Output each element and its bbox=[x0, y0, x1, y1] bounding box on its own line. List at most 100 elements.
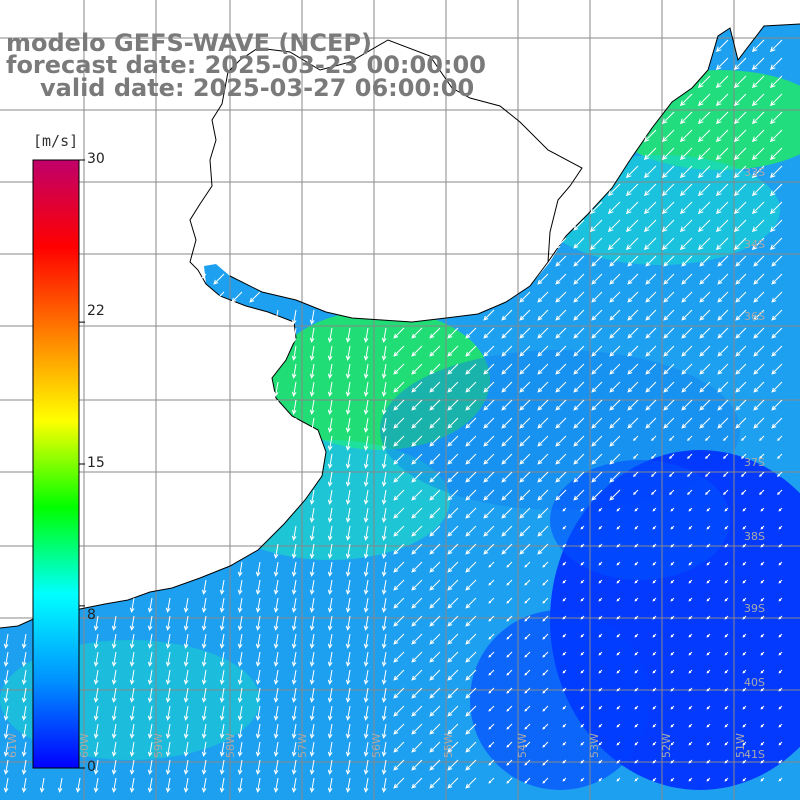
wind-arrow bbox=[625, 237, 639, 251]
wind-arrow bbox=[717, 345, 729, 357]
wind-arrow bbox=[488, 705, 495, 712]
wind-arrow bbox=[573, 219, 585, 231]
wind-arrow bbox=[688, 705, 693, 710]
wind-arrow bbox=[393, 381, 405, 393]
wind-arrow bbox=[652, 759, 657, 764]
wind-arrow bbox=[542, 651, 549, 658]
wind-arrow bbox=[616, 633, 621, 638]
wind-arrow bbox=[627, 327, 639, 339]
wind-arrow bbox=[609, 273, 621, 285]
wind-arrow bbox=[447, 561, 459, 573]
wind-arrow bbox=[381, 471, 387, 487]
latitude-label: 39S bbox=[744, 602, 765, 615]
wind-arrow bbox=[327, 669, 333, 685]
wind-arrow bbox=[219, 777, 225, 793]
wind-arrow bbox=[381, 579, 387, 595]
wind-arrow bbox=[488, 633, 495, 640]
wind-arrow bbox=[524, 615, 531, 622]
wind-arrow bbox=[291, 741, 297, 757]
wind-arrow bbox=[327, 723, 333, 739]
wind-arrow bbox=[363, 363, 369, 379]
wind-arrow bbox=[506, 633, 513, 640]
wind-arrow bbox=[555, 291, 567, 303]
wind-arrow bbox=[706, 741, 711, 746]
wind-arrow bbox=[111, 723, 117, 739]
wind-arrow bbox=[3, 777, 9, 793]
wind-arrow bbox=[591, 417, 603, 429]
wind-arrow bbox=[760, 561, 765, 566]
wind-arrow bbox=[75, 777, 81, 793]
wind-arrow bbox=[715, 39, 729, 53]
wind-arrow bbox=[778, 777, 783, 782]
wind-arrow bbox=[255, 705, 261, 721]
wind-arrow bbox=[724, 525, 729, 530]
wind-arrow bbox=[724, 651, 729, 656]
wind-arrow bbox=[381, 615, 387, 631]
wind-arrow bbox=[393, 345, 405, 357]
wind-arrow bbox=[555, 417, 567, 429]
wind-arrow bbox=[715, 237, 729, 251]
wind-arrow bbox=[609, 471, 621, 483]
wind-arrow bbox=[751, 165, 765, 179]
wind-arrow bbox=[237, 579, 243, 595]
wind-arrow bbox=[580, 705, 585, 710]
wind-arrow bbox=[488, 669, 495, 676]
wind-arrow bbox=[627, 345, 639, 357]
wind-arrow bbox=[345, 687, 351, 703]
wind-arrow bbox=[562, 615, 567, 620]
wind-arrow bbox=[501, 507, 513, 519]
wind-arrow bbox=[363, 543, 369, 559]
wind-arrow bbox=[627, 309, 639, 321]
wind-arrow bbox=[777, 489, 783, 495]
wind-arrow bbox=[652, 651, 657, 656]
wind-arrow bbox=[759, 489, 765, 495]
wind-arrow bbox=[309, 417, 315, 433]
wind-arrow bbox=[670, 723, 675, 728]
wind-arrow bbox=[706, 561, 711, 566]
wind-arrow bbox=[580, 615, 585, 620]
wind-arrow bbox=[381, 651, 387, 667]
wind-arrow bbox=[679, 201, 693, 215]
wind-arrow bbox=[555, 489, 567, 501]
wind-arrow bbox=[381, 561, 387, 577]
wind-arrow bbox=[429, 615, 441, 627]
wind-arrow bbox=[273, 597, 279, 613]
wind-arrow bbox=[309, 705, 315, 721]
wind-arrow bbox=[519, 363, 531, 375]
wind-arrow bbox=[634, 723, 639, 728]
wind-arrow bbox=[327, 759, 333, 775]
wind-arrow bbox=[661, 129, 675, 143]
wind-arrow bbox=[429, 507, 441, 519]
wind-arrow bbox=[381, 687, 387, 703]
wind-arrow bbox=[519, 471, 531, 483]
wind-arrow bbox=[670, 759, 675, 764]
wind-arrow bbox=[465, 579, 477, 591]
colorbar-tick-label: 22 bbox=[87, 303, 105, 319]
wind-arrow bbox=[213, 291, 225, 303]
wind-arrow bbox=[591, 255, 603, 267]
wind-arrow bbox=[598, 705, 603, 710]
wind-arrow bbox=[591, 309, 603, 321]
wind-arrow bbox=[363, 615, 369, 631]
wind-arrow bbox=[237, 741, 243, 757]
wind-arrow bbox=[483, 471, 495, 483]
longitude-label: 55W bbox=[442, 733, 455, 758]
wind-arrow bbox=[542, 777, 549, 784]
wind-arrow bbox=[580, 651, 585, 656]
wind-arrow bbox=[255, 687, 261, 703]
colorbar-unit-label: [m/s] bbox=[33, 132, 79, 150]
wind-arrow bbox=[309, 633, 315, 649]
wind-arrow bbox=[562, 651, 567, 656]
wind-arrow bbox=[753, 255, 765, 267]
wind-arrow bbox=[93, 615, 99, 631]
wind-arrow bbox=[580, 759, 585, 764]
wind-arrow bbox=[501, 363, 513, 375]
wind-arrow bbox=[345, 777, 351, 793]
wind-arrow bbox=[706, 705, 711, 710]
wind-arrow bbox=[291, 525, 297, 541]
wind-arrow bbox=[661, 147, 675, 161]
latitude-labels: 33S 34S 36S 37S 38S 39S 40S 41S bbox=[744, 166, 765, 761]
wind-arrow bbox=[634, 669, 639, 674]
wind-arrow bbox=[506, 777, 513, 784]
